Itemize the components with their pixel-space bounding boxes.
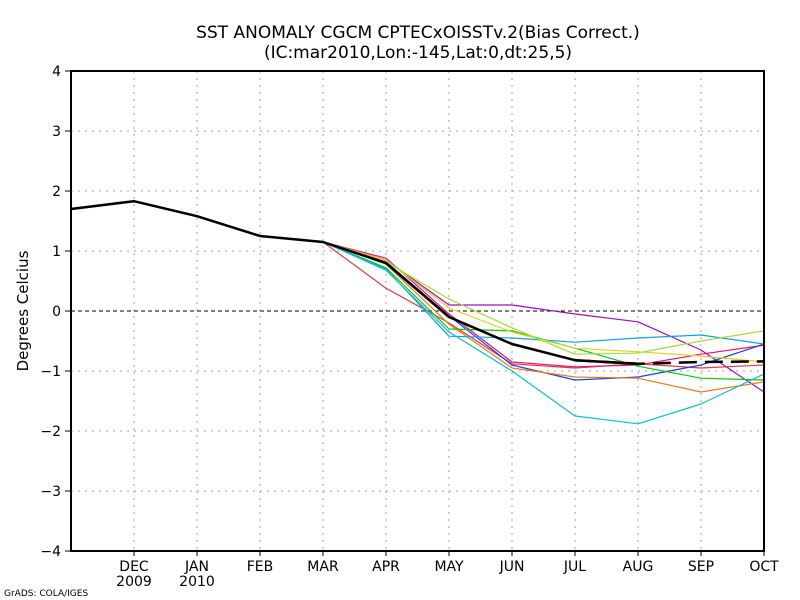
x-tick-label: MAY <box>434 559 464 575</box>
y-tick-label: −3 <box>40 484 61 500</box>
x-tick-label: OCT <box>749 559 779 575</box>
x-tick-year-label: 2009 <box>116 574 152 590</box>
series-line-member-yellowgreen <box>322 241 765 355</box>
x-tick-label: JUN <box>499 559 525 575</box>
chart-subtitle: (IC:mar2010,Lon:-145,Lat:0,dt:25,5) <box>264 43 572 63</box>
x-tick-label: AUG <box>623 559 654 575</box>
axes <box>65 70 765 556</box>
series-line-member-yellow <box>322 241 765 363</box>
y-tick-label: 1 <box>52 244 61 260</box>
x-tick-label: JUL <box>563 559 586 575</box>
x-tick-label: SEP <box>688 559 714 575</box>
series-line-member-orange <box>322 241 765 393</box>
grid <box>71 71 764 551</box>
series-layer <box>70 199 765 425</box>
x-tick-year-label: 2010 <box>179 574 215 590</box>
y-tick-label: −4 <box>40 544 61 560</box>
x-tick-label: MAR <box>307 559 339 575</box>
credit-text: GrADS: COLA/IGES <box>4 589 88 599</box>
x-tick-label: DEC <box>119 559 149 575</box>
series-line-ensemble-mean <box>574 358 765 366</box>
x-tick-label: JAN <box>184 559 209 575</box>
series-line-observed <box>70 199 639 366</box>
y-tick-label: 0 <box>52 304 61 320</box>
series-line-member-cyan <box>322 241 765 425</box>
series-line-member-lightblue <box>322 241 765 345</box>
y-tick-label: −1 <box>40 364 61 380</box>
chart-title: SST ANOMALY CGCM CPTECxOISSTv.2(Bias Cor… <box>196 23 640 43</box>
x-tick-label: APR <box>372 559 400 575</box>
x-tick-label: FEB <box>247 559 274 575</box>
y-tick-label: 4 <box>52 64 61 80</box>
y-tick-label: 3 <box>52 124 61 140</box>
y-axis-label: Degrees Celcius <box>14 250 32 371</box>
y-tick-label: −2 <box>40 424 61 440</box>
y-tick-label: 2 <box>52 184 61 200</box>
y-tick-labels: 4 3 2 1 0 −1 −2 −3 −4 <box>40 64 61 560</box>
